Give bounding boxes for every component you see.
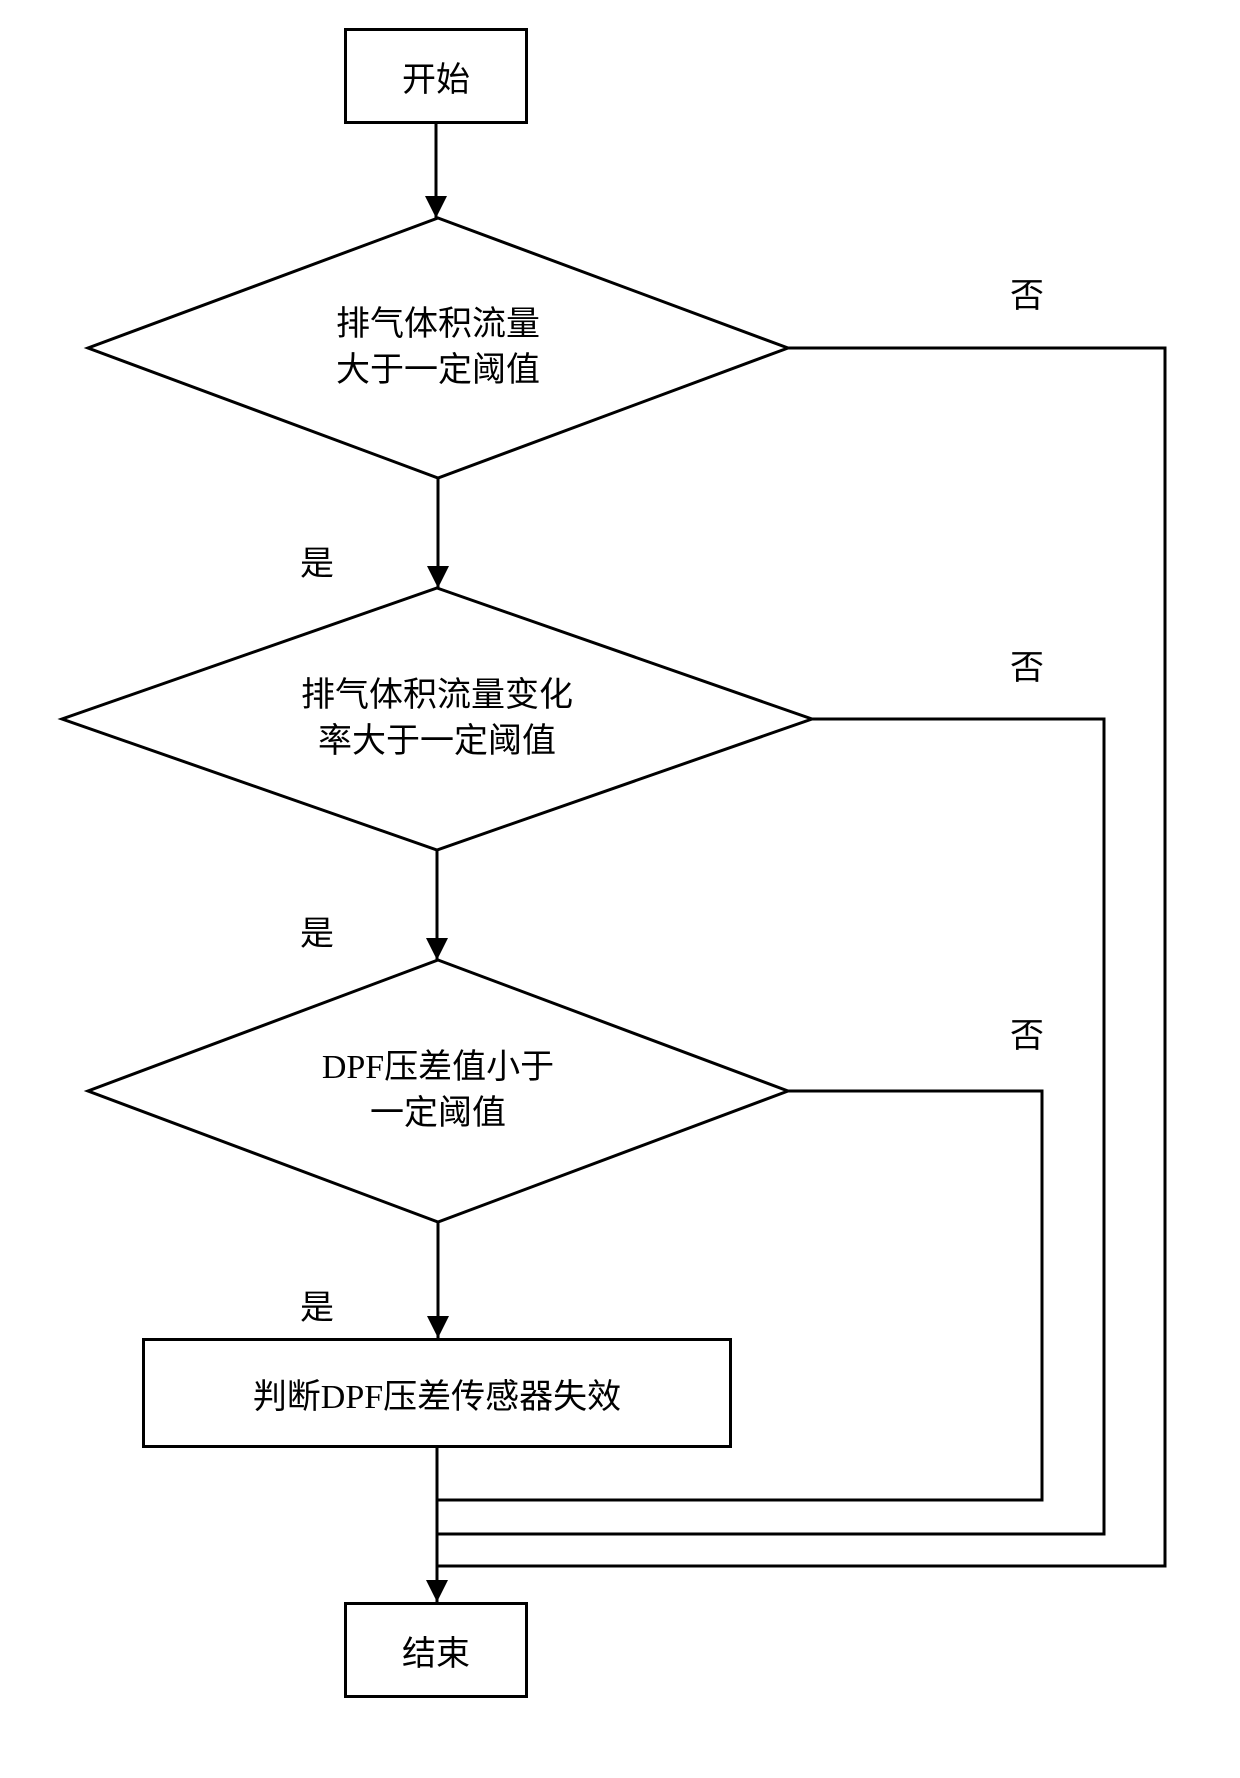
d3-line2: 一定阈值	[370, 1095, 506, 1132]
label-d2-yes: 是	[300, 906, 334, 955]
node-end: 结束	[344, 1602, 528, 1698]
node-start: 开始	[344, 28, 528, 124]
node-decision-2: 排气体积流量变化 率大于一定阈值	[62, 588, 812, 850]
node-decision-3-text: DPF压差值小于 一定阈值	[88, 1045, 788, 1137]
d2-line2: 率大于一定阈值	[318, 723, 556, 760]
node-process-label: 判断DPF压差传感器失效	[253, 1369, 621, 1418]
label-d2-no: 否	[1010, 640, 1044, 689]
label-d3-yes: 是	[300, 1280, 334, 1329]
d3-line1: DPF压差值小于	[322, 1049, 554, 1086]
node-process: 判断DPF压差传感器失效	[142, 1338, 732, 1448]
label-d1-no: 否	[1010, 268, 1044, 317]
label-d1-yes: 是	[300, 536, 334, 585]
node-decision-2-text: 排气体积流量变化 率大于一定阈值	[62, 673, 812, 765]
node-decision-1: 排气体积流量 大于一定阈值	[88, 218, 788, 478]
node-decision-1-text: 排气体积流量 大于一定阈值	[88, 302, 788, 394]
d1-line1: 排气体积流量	[336, 306, 540, 343]
d1-line2: 大于一定阈值	[336, 352, 540, 389]
d2-line1: 排气体积流量变化	[301, 677, 573, 714]
node-end-label: 结束	[402, 1626, 470, 1675]
node-decision-3: DPF压差值小于 一定阈值	[88, 960, 788, 1222]
label-d3-no: 否	[1010, 1008, 1044, 1057]
node-start-label: 开始	[402, 52, 470, 101]
flowchart-canvas: 开始 排气体积流量 大于一定阈值 排气体积流量变化 率大于一定阈值 DPF压差值…	[0, 0, 1240, 1778]
